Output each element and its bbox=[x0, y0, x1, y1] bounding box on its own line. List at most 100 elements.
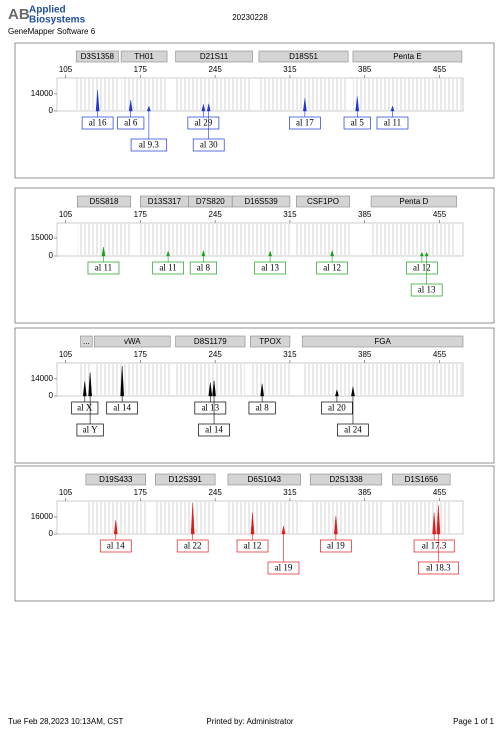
x-tick-label: 175 bbox=[134, 488, 148, 497]
allele-label-box bbox=[254, 261, 286, 275]
y-tick-label: 0 bbox=[49, 391, 54, 400]
bin-region bbox=[155, 502, 216, 533]
x-tick-label: 385 bbox=[358, 350, 372, 359]
sample-name: 20230228 bbox=[232, 13, 268, 22]
allele-label-box bbox=[248, 401, 276, 415]
marker-header bbox=[80, 335, 93, 348]
allele-label-box bbox=[337, 423, 369, 437]
bin-region bbox=[310, 502, 382, 533]
marker-name: ... bbox=[83, 337, 90, 346]
bin-region bbox=[352, 79, 462, 110]
marker-name: D2S1338 bbox=[329, 475, 363, 484]
bin-region bbox=[392, 502, 451, 533]
allele-label: al 11 bbox=[159, 263, 176, 273]
bin-region bbox=[188, 224, 233, 255]
marker-name: D21S11 bbox=[200, 52, 229, 61]
x-tick-label: 455 bbox=[433, 65, 447, 74]
allele-label: al 6 bbox=[124, 118, 138, 128]
marker-name: FGA bbox=[374, 337, 391, 346]
marker-name: Penta E bbox=[393, 52, 421, 61]
x-tick-label: 105 bbox=[59, 350, 73, 359]
bin-region bbox=[175, 79, 253, 110]
allele-label: al 19 bbox=[275, 563, 293, 573]
allele-label: al 11 bbox=[384, 118, 401, 128]
allele-label: al 22 bbox=[184, 541, 202, 551]
marker-header bbox=[296, 195, 351, 208]
x-tick-label: 385 bbox=[358, 65, 372, 74]
x-tick-label: 175 bbox=[134, 350, 148, 359]
allele-label-box bbox=[320, 539, 352, 553]
allele-label: al 17.3 bbox=[422, 541, 447, 551]
marker-header bbox=[231, 195, 291, 208]
x-tick-label: 455 bbox=[433, 210, 447, 219]
allele-label: al X bbox=[77, 403, 93, 413]
y-tick-label: 0 bbox=[49, 529, 54, 538]
y-tick-label: 0 bbox=[49, 106, 54, 115]
allele-label: al 11 bbox=[95, 263, 112, 273]
marker-name: D1S1656 bbox=[405, 475, 439, 484]
allele-label-box bbox=[236, 539, 269, 553]
allele-label: al 14 bbox=[113, 403, 131, 413]
bin-region bbox=[94, 364, 171, 395]
bin-region bbox=[371, 224, 457, 255]
allele-label-box bbox=[321, 401, 353, 415]
panel-frame bbox=[14, 465, 495, 602]
allele-label: al 13 bbox=[201, 403, 219, 413]
panel: D5S818 D13S317 D7S820 D16S539 CSF1PO Penta D 1… bbox=[14, 187, 495, 324]
allele-label: al 24 bbox=[344, 425, 362, 435]
bin-region bbox=[250, 364, 290, 395]
panel-frame bbox=[14, 187, 495, 324]
bin-region bbox=[140, 224, 189, 255]
marker-header bbox=[94, 335, 171, 348]
allele-label: al 12 bbox=[244, 541, 262, 551]
y-tick-label: 16000 bbox=[31, 512, 54, 521]
panel: ... vWA D8S1179 TPOX FGA 105 175 245 315 385 455 0 1… bbox=[14, 327, 495, 464]
x-tick-label: 105 bbox=[59, 65, 73, 74]
allele-label: al 19 bbox=[327, 541, 345, 551]
allele-label-box bbox=[267, 561, 300, 575]
bin-region bbox=[80, 364, 93, 395]
y-tick-label: 15000 bbox=[31, 233, 54, 242]
marker-header bbox=[301, 335, 464, 348]
allele-label: al Y bbox=[83, 425, 98, 435]
marker-header bbox=[309, 473, 383, 486]
allele-label: al 9.3 bbox=[139, 140, 159, 150]
marker-name: D6S1043 bbox=[248, 475, 282, 484]
marker-header bbox=[75, 50, 119, 63]
allele-label-box bbox=[198, 423, 230, 437]
allele-label-box bbox=[194, 401, 227, 415]
allele-label-box bbox=[289, 116, 321, 130]
allele-label: al 29 bbox=[194, 118, 212, 128]
allele-label-box bbox=[192, 138, 225, 152]
x-tick-label: 105 bbox=[59, 488, 73, 497]
allele-label-box bbox=[316, 261, 348, 275]
panel-frame bbox=[14, 42, 495, 179]
allele-label: al 12 bbox=[323, 263, 341, 273]
logo-line: Biosystems bbox=[29, 15, 86, 26]
allele-label-box bbox=[152, 261, 184, 275]
allele-label: al 12 bbox=[413, 263, 431, 273]
allele-label: al 20 bbox=[328, 403, 346, 413]
marker-header bbox=[352, 50, 463, 63]
bin-region bbox=[232, 224, 290, 255]
allele-label-box bbox=[417, 561, 459, 575]
page-number: Page 1 of 1 bbox=[453, 717, 494, 726]
allele-label: al 14 bbox=[205, 425, 223, 435]
marker-name: D16S539 bbox=[244, 197, 278, 206]
allele-label-box bbox=[130, 138, 168, 152]
marker-header bbox=[258, 50, 349, 63]
panel: D3S1358 TH01 D21S11 D18S51 Penta E 105 175 245 3… bbox=[14, 42, 495, 179]
marker-name: D3S1358 bbox=[81, 52, 115, 61]
allele-label-box bbox=[413, 539, 455, 553]
allele-label-box bbox=[187, 116, 220, 130]
x-tick-label: 315 bbox=[283, 488, 297, 497]
x-tick-label: 105 bbox=[59, 210, 73, 219]
allele-label: al 17 bbox=[296, 118, 314, 128]
panel: D19S433 D12S391 D6S1043 D2S1338 D1S1656 105 17… bbox=[14, 465, 495, 602]
marker-header bbox=[392, 473, 451, 486]
marker-header bbox=[175, 335, 246, 348]
marker-name: D12S391 bbox=[169, 475, 203, 484]
software-name: GeneMapper Software 6 bbox=[8, 27, 96, 36]
marker-name: D18S51 bbox=[289, 52, 318, 61]
y-tick-label: 14000 bbox=[31, 374, 54, 383]
